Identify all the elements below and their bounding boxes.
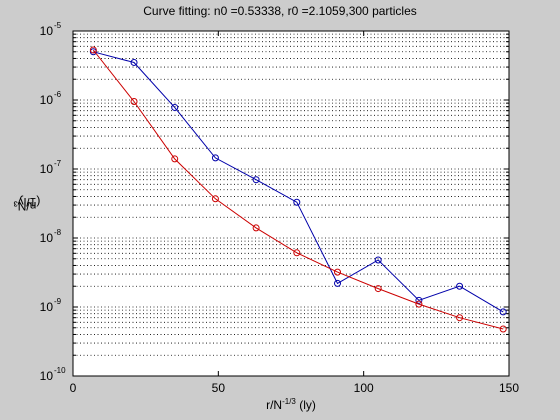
x-axis-label-exponent: -1/3 <box>282 397 296 406</box>
y-tick-label: 10 <box>40 24 54 38</box>
x-tick-label: 150 <box>499 381 519 395</box>
tick-marks <box>72 31 510 377</box>
y-tick-label: 10 <box>40 300 54 314</box>
series-1-point <box>293 198 301 206</box>
series-2-point <box>293 249 301 257</box>
series-2-line <box>92 49 504 330</box>
x-axis-label-suffix: (ly) <box>295 398 316 412</box>
series-2-point <box>252 224 260 232</box>
series-2-point <box>130 98 138 106</box>
y-tick-label-exponent: -6 <box>54 90 62 99</box>
series-1-line <box>93 51 504 313</box>
data-series <box>89 46 507 333</box>
series-2-point <box>415 300 423 308</box>
series-1-point <box>130 58 138 66</box>
series-2-point <box>211 195 219 203</box>
y-tick-label-exponent: -8 <box>54 228 62 237</box>
series-2-point <box>499 325 507 333</box>
y-tick-label-exponent: -7 <box>54 159 62 168</box>
series-1-point <box>211 154 219 162</box>
y-tick-label-exponent: -10 <box>54 366 66 375</box>
series-1-point <box>374 256 382 264</box>
x-tick-label: 50 <box>212 381 226 395</box>
series-2-point <box>89 46 97 54</box>
series-1-point <box>252 176 260 184</box>
series-1-point <box>415 296 423 304</box>
series-2-point <box>374 285 382 293</box>
x-tick-label: 0 <box>70 381 77 395</box>
x-axis-label: r/N-1/3 (ly) <box>73 397 509 413</box>
series-1-point <box>171 103 179 111</box>
y-tick-label-exponent: -9 <box>54 297 62 306</box>
plot-area <box>73 31 509 376</box>
series-2-point <box>334 268 342 276</box>
axes-frame <box>72 30 510 377</box>
y-tick-label: 10 <box>40 162 54 176</box>
y-tick-label-exponent: -5 <box>54 21 62 30</box>
y-tick-label: 10 <box>40 369 54 383</box>
y-tick-label: 10 <box>40 231 54 245</box>
x-axis-label-prefix: r/N <box>266 398 283 412</box>
x-tick-label: 100 <box>354 381 374 395</box>
y-tick-label: 10 <box>40 93 54 107</box>
series-1-point <box>499 308 507 316</box>
series-2-point <box>171 155 179 163</box>
series-1-point <box>456 282 464 290</box>
chart-title: Curve fitting: n0 =0.53338, r0 =2.1059,3… <box>143 4 417 18</box>
y-axis-label-suffix: (1/ly³ <box>13 194 41 209</box>
series-2-point <box>456 314 464 322</box>
series-1-point <box>334 279 342 287</box>
